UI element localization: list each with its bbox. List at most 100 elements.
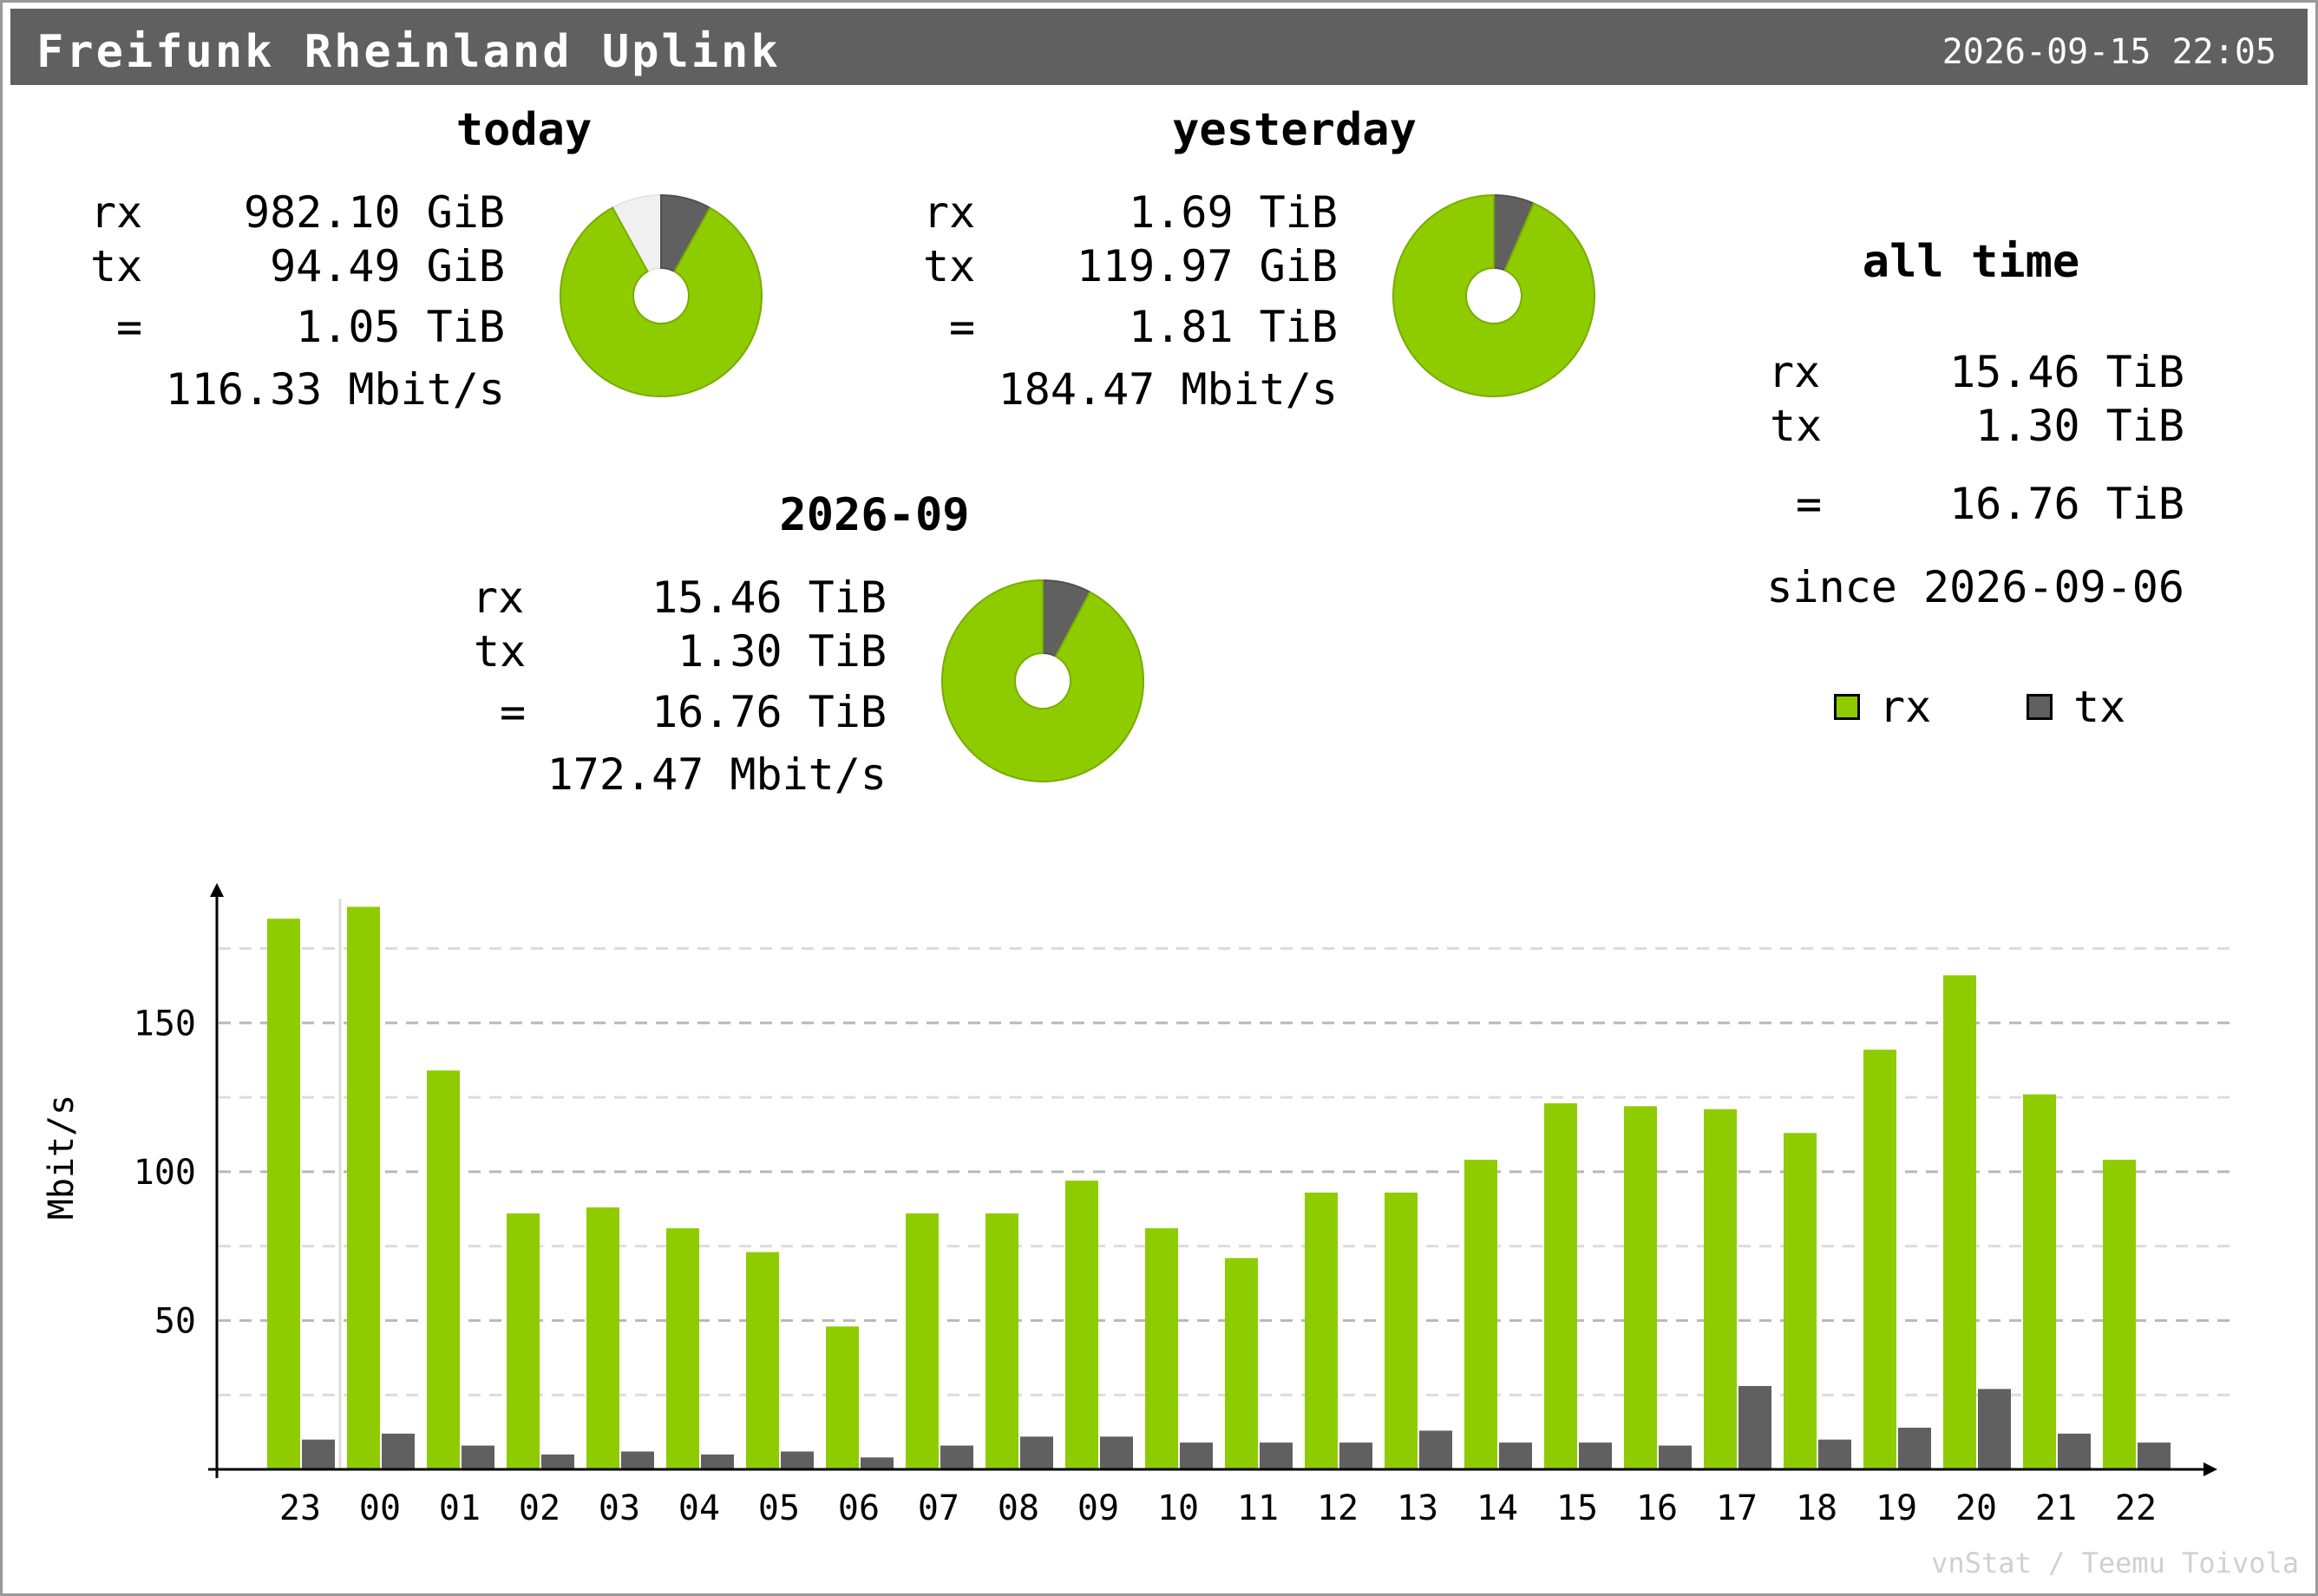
x-tick-label: 19 bbox=[1876, 1488, 1917, 1528]
bar-tx-15 bbox=[1579, 1442, 1612, 1469]
bar-rx-01 bbox=[427, 1070, 460, 1469]
alltime-rx-label: rx bbox=[1768, 347, 1821, 397]
bar-tx-23 bbox=[302, 1439, 335, 1469]
x-tick-label: 02 bbox=[519, 1488, 560, 1528]
yesterday-title: yesterday bbox=[1172, 104, 1417, 156]
alltime-title: all time bbox=[1862, 236, 2080, 288]
bar-rx-13 bbox=[1385, 1192, 1418, 1469]
yesterday-pie-rx bbox=[1392, 193, 1596, 397]
bar-tx-05 bbox=[781, 1451, 814, 1469]
yesterday-total-value: 1.81 TiB bbox=[1129, 302, 1338, 352]
month-rx-label: rx bbox=[472, 572, 525, 623]
x-tick-label: 05 bbox=[758, 1488, 800, 1528]
today-rate: 116.33 Mbit/s bbox=[165, 364, 505, 415]
x-tick-label: 09 bbox=[1077, 1488, 1119, 1528]
bar-tx-16 bbox=[1659, 1445, 1692, 1469]
bar-tx-12 bbox=[1339, 1442, 1372, 1469]
header-title: Freifunk Rheinland Uplink bbox=[36, 26, 781, 78]
today-pie-rx bbox=[560, 206, 763, 397]
today-tx-label: tx bbox=[90, 241, 143, 291]
today-rx-value: 982.10 GiB bbox=[243, 187, 505, 238]
x-tick-label: 14 bbox=[1477, 1488, 1518, 1528]
y-tick-label: 100 bbox=[134, 1153, 196, 1193]
header-bar: Freifunk Rheinland Uplink 2026-09-15 22:… bbox=[10, 9, 2308, 85]
today-total-value: 1.05 TiB bbox=[296, 302, 505, 352]
bar-tx-10 bbox=[1180, 1442, 1213, 1469]
month-rate: 172.47 Mbit/s bbox=[547, 749, 887, 800]
bar-rx-04 bbox=[666, 1228, 699, 1469]
x-tick-label: 08 bbox=[998, 1488, 1039, 1528]
x-tick-label: 01 bbox=[439, 1488, 481, 1528]
x-tick-label: 13 bbox=[1397, 1488, 1438, 1528]
bar-rx-16 bbox=[1624, 1106, 1657, 1469]
bar-rx-23 bbox=[267, 919, 300, 1469]
yesterday-rx-label: rx bbox=[923, 187, 976, 238]
x-tick-label: 16 bbox=[1636, 1488, 1678, 1528]
bar-tx-18 bbox=[1818, 1439, 1851, 1469]
today-tx-value: 94.49 GiB bbox=[270, 241, 505, 291]
bar-rx-14 bbox=[1464, 1160, 1497, 1469]
month-title: 2026-09 bbox=[779, 489, 970, 541]
x-tick-label: 10 bbox=[1157, 1488, 1199, 1528]
bar-rx-19 bbox=[1863, 1050, 1896, 1469]
bar-tx-13 bbox=[1419, 1430, 1452, 1469]
y-tick-label: 150 bbox=[134, 1004, 196, 1043]
today-rx-label: rx bbox=[90, 187, 143, 238]
bar-tx-06 bbox=[861, 1457, 894, 1469]
bar-rx-22 bbox=[2103, 1160, 2136, 1469]
yesterday-total-label: = bbox=[949, 302, 976, 352]
x-tick-label: 00 bbox=[359, 1488, 401, 1528]
bar-rx-00 bbox=[347, 906, 380, 1469]
bar-rx-07 bbox=[906, 1213, 939, 1469]
x-axis-arrow bbox=[2203, 1462, 2217, 1476]
bar-rx-02 bbox=[507, 1213, 540, 1469]
x-tick-label: 12 bbox=[1317, 1488, 1359, 1528]
bar-rx-03 bbox=[586, 1207, 619, 1469]
x-tick-label: 11 bbox=[1237, 1488, 1279, 1528]
alltime-tx-value: 1.30 TiB bbox=[1975, 401, 2184, 451]
bar-tx-22 bbox=[2138, 1442, 2171, 1469]
bar-rx-20 bbox=[1943, 975, 1976, 1469]
bar-rx-09 bbox=[1065, 1181, 1098, 1469]
alltime-tx-label: tx bbox=[1770, 401, 1823, 451]
bar-tx-17 bbox=[1738, 1385, 1771, 1469]
bar-rx-17 bbox=[1704, 1109, 1737, 1469]
bar-tx-20 bbox=[1978, 1389, 2011, 1469]
month-rx-value: 15.46 TiB bbox=[652, 572, 887, 623]
bar-rx-10 bbox=[1145, 1228, 1178, 1469]
credit-text: vnStat / Teemu Toivola bbox=[1931, 1547, 2299, 1580]
bar-rx-11 bbox=[1225, 1258, 1258, 1469]
legend-rx-label: rx bbox=[1879, 682, 1932, 732]
alltime-since: since 2026-09-06 bbox=[1766, 562, 2184, 612]
legend-rx-swatch bbox=[1834, 694, 1860, 720]
bar-rx-21 bbox=[2023, 1094, 2056, 1469]
bar-tx-00 bbox=[382, 1433, 415, 1469]
legend-tx-swatch bbox=[2027, 694, 2053, 720]
today-title: today bbox=[455, 104, 593, 156]
x-tick-label: 15 bbox=[1556, 1488, 1598, 1528]
alltime-rx-value: 15.46 TiB bbox=[1949, 347, 2184, 397]
yesterday-rx-value: 1.69 TiB bbox=[1129, 187, 1338, 238]
bar-rx-18 bbox=[1784, 1133, 1817, 1469]
alltime-total-value: 16.76 TiB bbox=[1949, 479, 2184, 529]
x-tick-label: 20 bbox=[1955, 1488, 1997, 1528]
x-tick-label: 04 bbox=[678, 1488, 720, 1528]
x-tick-label: 21 bbox=[2035, 1488, 2077, 1528]
bar-rx-08 bbox=[985, 1213, 1018, 1469]
month-pie-rx bbox=[941, 579, 1144, 782]
y-axis-label: Mbit/s bbox=[42, 1095, 82, 1220]
month-total-value: 16.76 TiB bbox=[652, 687, 887, 737]
x-tick-label: 07 bbox=[918, 1488, 959, 1528]
month-tx-label: tx bbox=[474, 626, 527, 677]
bar-rx-15 bbox=[1544, 1102, 1577, 1469]
bar-tx-03 bbox=[621, 1451, 654, 1469]
x-tick-label: 22 bbox=[2115, 1488, 2157, 1528]
bar-tx-04 bbox=[701, 1454, 734, 1469]
x-tick-label: 23 bbox=[279, 1488, 321, 1528]
bar-rx-05 bbox=[746, 1252, 779, 1469]
bar-tx-19 bbox=[1898, 1427, 1931, 1469]
bar-tx-21 bbox=[2058, 1433, 2091, 1469]
bar-tx-14 bbox=[1499, 1442, 1532, 1469]
bar-tx-01 bbox=[462, 1445, 494, 1469]
